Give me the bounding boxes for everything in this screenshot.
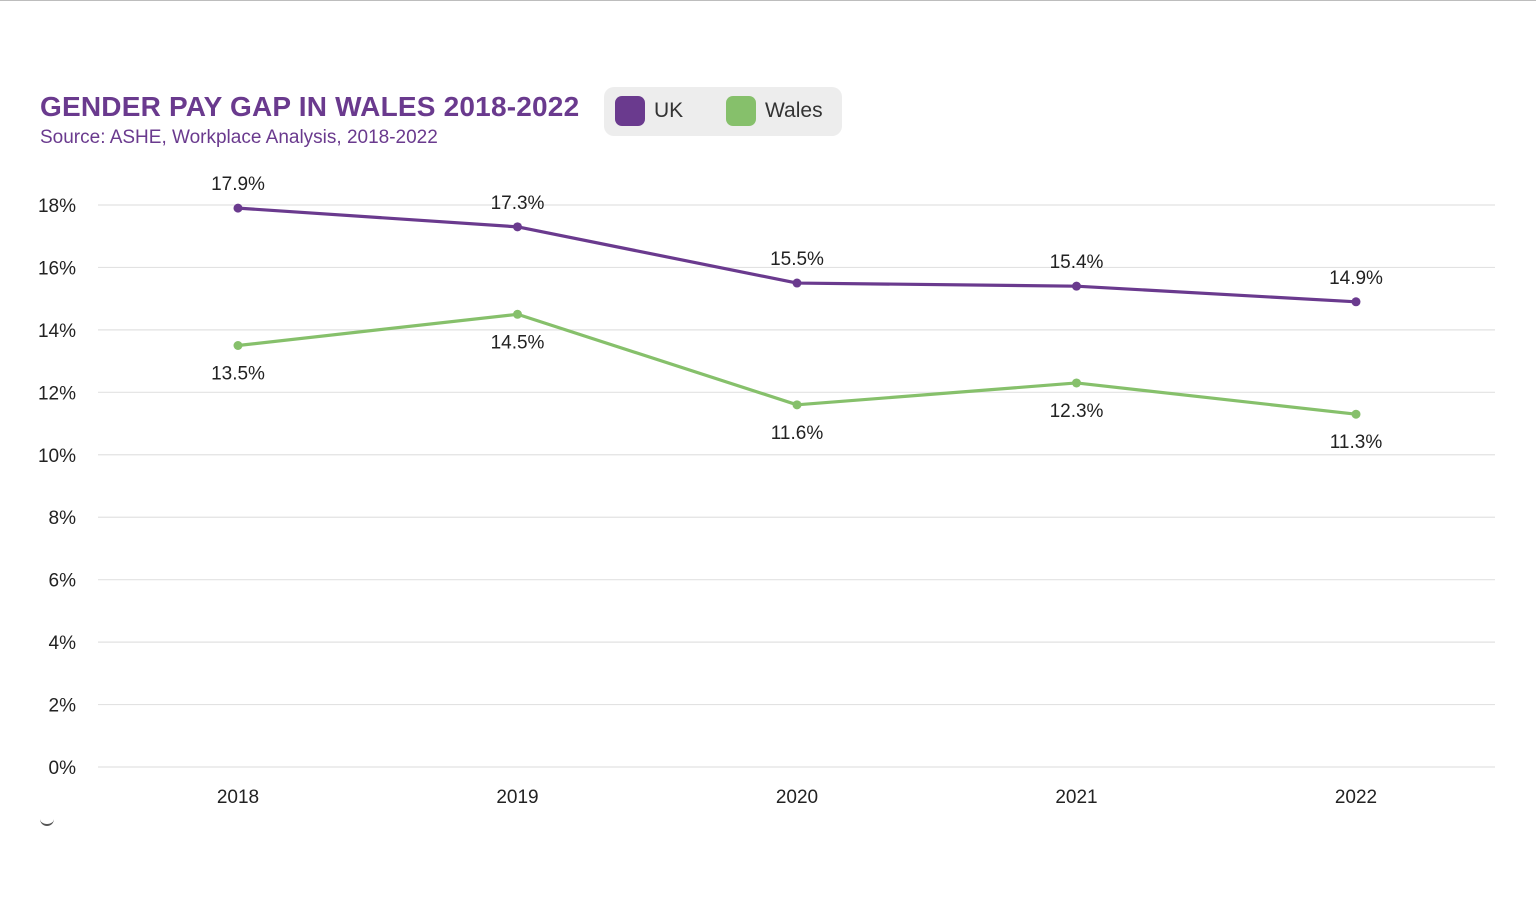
top-border — [0, 0, 1536, 1]
series-line-wales — [236, 312, 1358, 416]
x-tick-label: 2021 — [1055, 787, 1097, 808]
legend-swatch-uk — [615, 96, 645, 126]
data-label-uk: 14.9% — [1329, 268, 1383, 289]
x-tick-label: 2020 — [776, 787, 818, 808]
chart-legend: UK Wales — [604, 87, 842, 136]
legend-label-uk: UK — [654, 99, 684, 122]
loading-indicator-icon — [40, 816, 54, 826]
data-point-uk — [513, 222, 522, 232]
y-axis-labels: 0% 2% 4% 6% 8% 10% 12% 14% 16% 18% — [38, 196, 76, 779]
y-tick-label: 16% — [38, 258, 76, 279]
x-tick-label: 2018 — [217, 787, 259, 808]
data-label-uk: 17.3% — [491, 193, 545, 214]
chart-subtitle: Source: ASHE, Workplace Analysis, 2018-2… — [40, 127, 438, 148]
data-label-uk: 15.4% — [1050, 252, 1104, 273]
y-tick-label: 0% — [49, 758, 77, 779]
data-point-wales — [1351, 409, 1361, 419]
data-point-wales — [513, 309, 522, 319]
data-point-uk — [233, 203, 243, 213]
y-tick-label: 18% — [38, 196, 76, 217]
y-tick-label: 10% — [38, 446, 76, 467]
legend-label-wales: Wales — [765, 99, 823, 122]
gridlines — [98, 204, 1495, 768]
legend-item-uk[interactable]: UK — [615, 95, 683, 127]
y-tick-label: 8% — [49, 508, 77, 529]
y-tick-label: 6% — [49, 571, 77, 592]
data-label-uk: 17.9% — [211, 174, 265, 195]
data-point-uk — [1351, 297, 1361, 307]
legend-item-wales[interactable]: Wales — [726, 95, 823, 127]
data-label-wales: 12.3% — [1050, 401, 1104, 422]
data-label-uk: 15.5% — [770, 249, 824, 270]
data-labels: 17.9% 17.3% 15.5% 15.4% 14.9% 13.5% 14.5% 11.6%… — [211, 174, 1383, 453]
y-tick-label: 4% — [49, 633, 77, 654]
data-label-wales: 11.3% — [1330, 432, 1383, 453]
series-points — [233, 203, 1361, 419]
data-point-uk — [1072, 281, 1081, 291]
series-lines — [236, 206, 1358, 416]
y-tick-label: 14% — [38, 321, 76, 342]
x-tick-label: 2019 — [496, 787, 538, 808]
data-label-wales: 13.5% — [211, 364, 265, 385]
data-point-uk — [792, 278, 802, 288]
x-tick-label: 2022 — [1335, 787, 1377, 808]
data-label-wales: 14.5% — [491, 332, 545, 353]
chart-title: GENDER PAY GAP IN WALES 2018-2022 — [40, 91, 580, 122]
legend-swatch-wales — [726, 96, 756, 126]
data-point-wales — [1072, 378, 1081, 388]
y-tick-label: 12% — [38, 383, 76, 404]
x-axis-labels: 2018 2019 2020 2021 2022 — [217, 787, 1377, 808]
data-label-wales: 11.6% — [771, 423, 824, 444]
data-point-wales — [233, 341, 243, 350]
data-point-wales — [792, 400, 802, 410]
y-tick-label: 2% — [49, 696, 77, 717]
